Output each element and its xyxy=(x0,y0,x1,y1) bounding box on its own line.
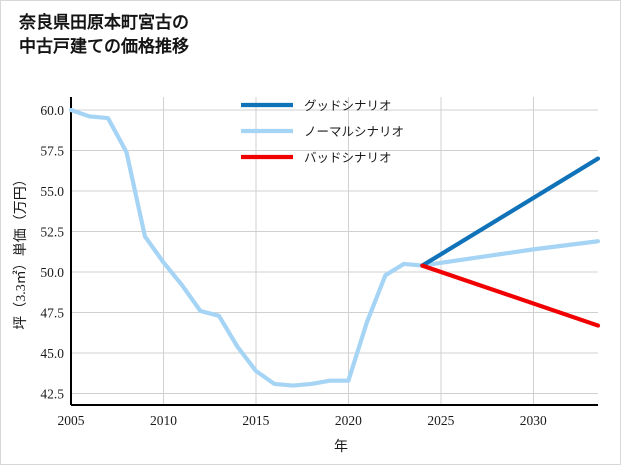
y-tick-label: 52.5 xyxy=(40,225,64,240)
x-tick-label: 2020 xyxy=(335,413,362,428)
y-tick-label: 50.0 xyxy=(40,265,64,280)
legend-label[interactable]: グッドシナリオ xyxy=(304,99,392,113)
series-line-bad xyxy=(420,263,601,328)
y-tick-label: 45.0 xyxy=(40,346,64,361)
legend-label[interactable]: ノーマルシナリオ xyxy=(304,125,404,139)
y-tick-label: 60.0 xyxy=(40,103,64,118)
gridlines xyxy=(70,97,598,405)
series-line-normal xyxy=(68,107,601,388)
legend-label[interactable]: バッドシナリオ xyxy=(304,151,392,165)
y-tick-label: 42.5 xyxy=(40,387,64,402)
y-axis-title: 坪（3.3㎡）単価（万円） xyxy=(13,172,29,330)
x-tick-label: 2030 xyxy=(520,413,547,428)
x-axis-title: 年 xyxy=(334,439,348,455)
y-tick-label: 57.5 xyxy=(40,143,64,158)
page-title: 奈良県田原本町宮古の 中古戸建ての価格推移 xyxy=(19,13,189,57)
series-line-good xyxy=(420,156,601,268)
x-tick-label: 2015 xyxy=(242,413,269,428)
y-tick-label: 47.5 xyxy=(40,306,64,321)
x-tick-labels: 2005 2010 2015 2020 2025 2030 xyxy=(58,413,548,428)
x-tick-label: 2010 xyxy=(150,413,177,428)
y-tick-labels: 42.5 45.0 47.5 50.0 52.5 55.0 57.5 60.0 xyxy=(40,103,64,402)
y-tick-label: 55.0 xyxy=(40,184,64,199)
x-tick-label: 2005 xyxy=(58,413,85,428)
series-lines xyxy=(68,107,601,388)
x-tick-label: 2025 xyxy=(427,413,454,428)
